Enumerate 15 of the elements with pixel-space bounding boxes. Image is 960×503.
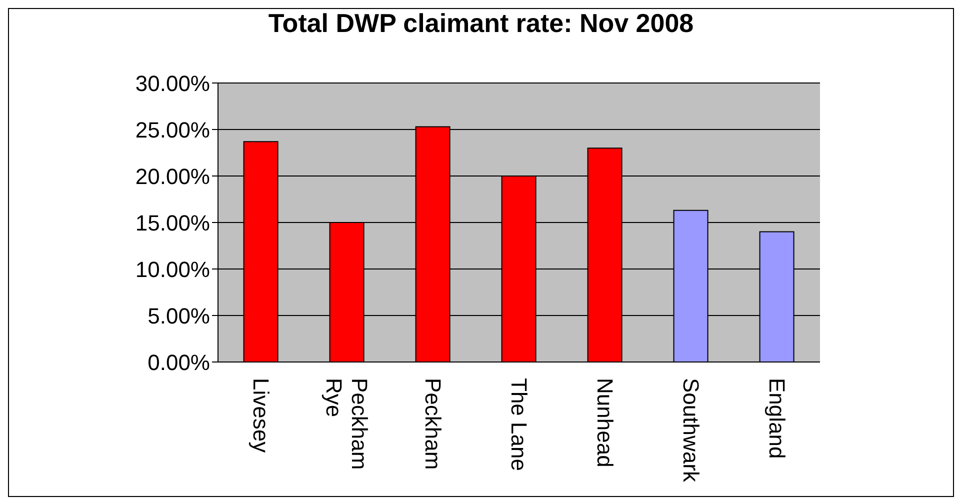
y-tick-label: 30.00% [135, 70, 210, 96]
x-tick-label: Peckham Rye [322, 378, 372, 470]
y-tick-label: 25.00% [135, 117, 210, 142]
y-tick-label: 5.00% [148, 303, 210, 328]
x-tick-label: The Lane [506, 378, 532, 471]
x-tick-label: Southwark [678, 378, 704, 483]
y-tick-label: 10.00% [135, 256, 210, 282]
x-tick-label: Nunhead [592, 378, 618, 468]
x-tick-label: Livesey [248, 378, 274, 453]
y-tick-label: 15.00% [135, 210, 210, 236]
y-tick-label: 0.00% [148, 350, 210, 375]
x-tick-label: England [764, 378, 790, 459]
x-tick-label: Peckham [420, 378, 446, 470]
y-tick-label: 20.00% [135, 164, 210, 189]
chart-title: Total DWP claimant rate: Nov 2008 [267, 8, 695, 38]
